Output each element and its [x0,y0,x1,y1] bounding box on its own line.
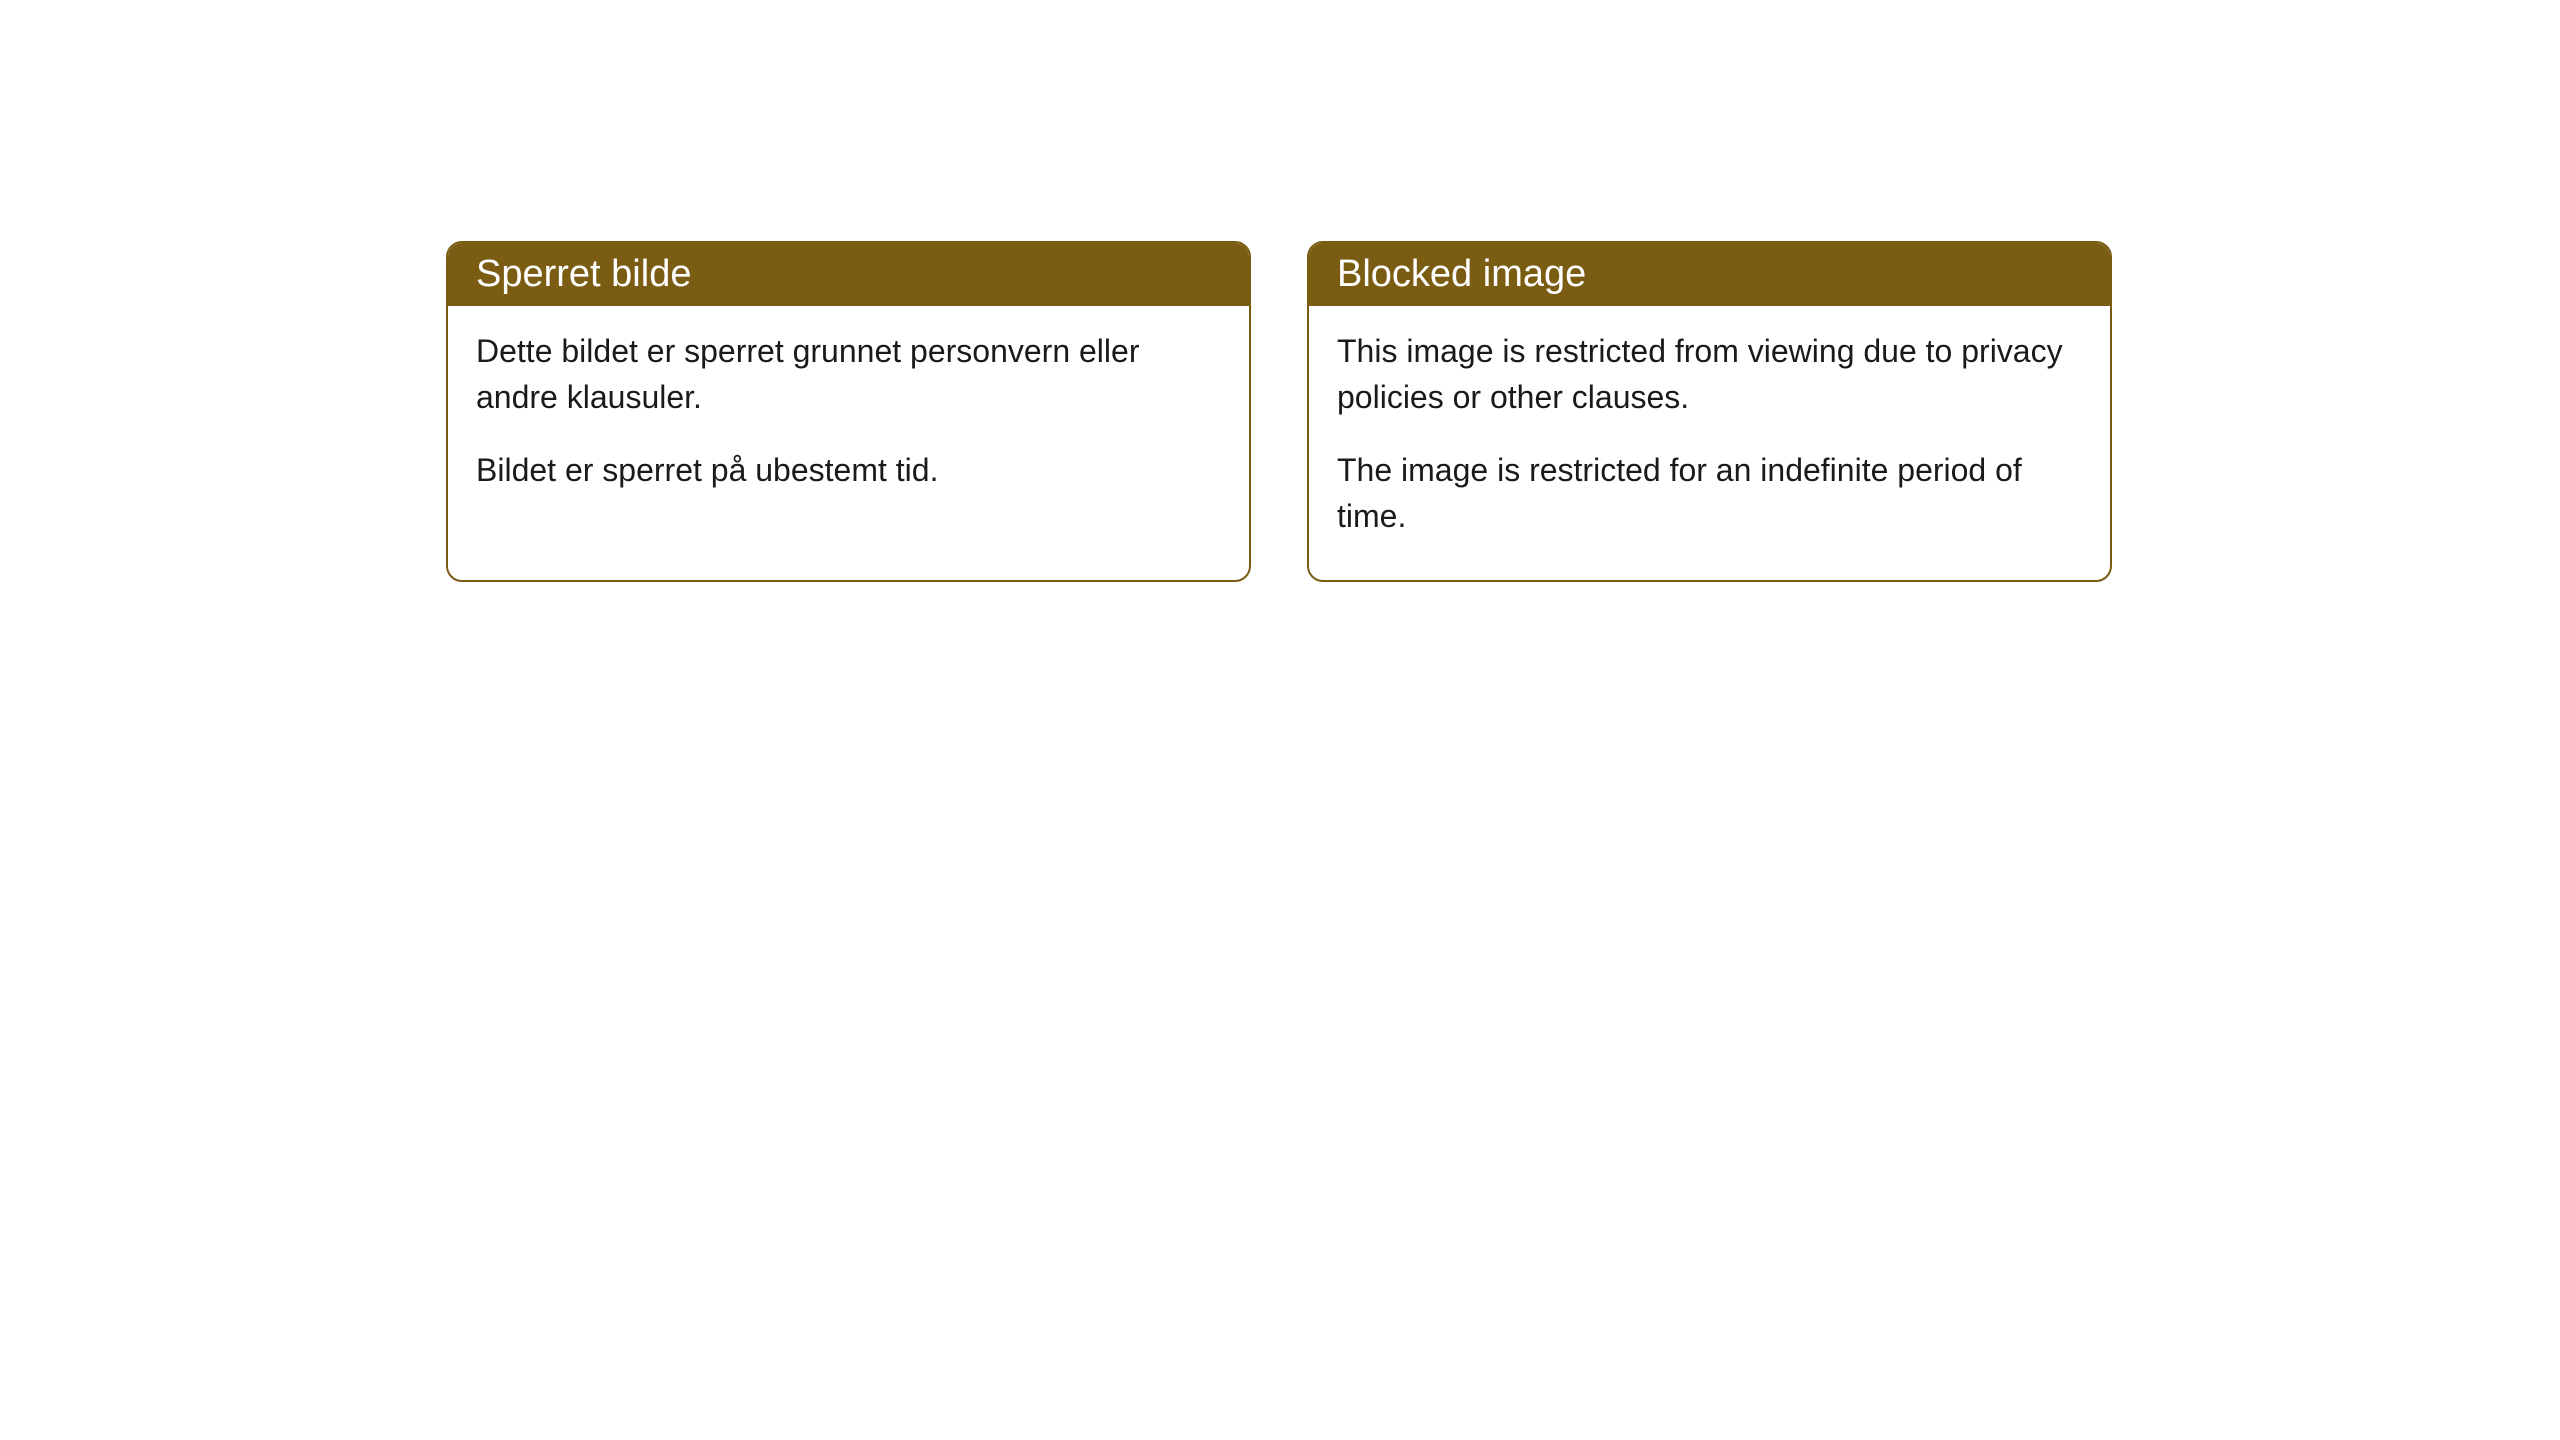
notice-card-english: Blocked image This image is restricted f… [1307,241,2112,582]
notice-paragraph: This image is restricted from viewing du… [1337,328,2082,421]
notice-card-title: Sperret bilde [476,253,691,295]
notice-card-body: Dette bildet er sperret grunnet personve… [448,306,1249,533]
notice-paragraph: Bildet er sperret på ubestemt tid. [476,447,1221,493]
notice-card-body: This image is restricted from viewing du… [1309,306,2110,580]
notice-paragraph: Dette bildet er sperret grunnet personve… [476,328,1221,421]
notice-paragraph: The image is restricted for an indefinit… [1337,447,2082,540]
notice-card-norwegian: Sperret bilde Dette bildet er sperret gr… [446,241,1251,582]
notice-card-header: Sperret bilde [448,243,1249,306]
notice-card-title: Blocked image [1337,253,1586,295]
notice-card-header: Blocked image [1309,243,2110,306]
notice-container: Sperret bilde Dette bildet er sperret gr… [0,0,2560,582]
